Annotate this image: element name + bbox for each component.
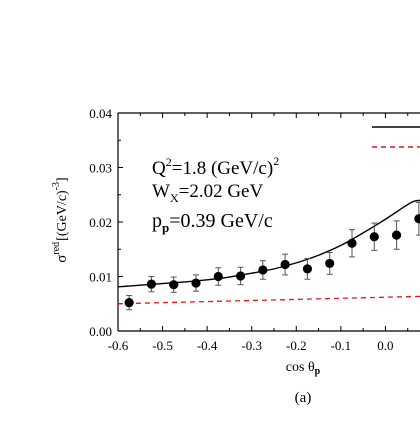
data-point bbox=[124, 298, 134, 308]
panel-label: (a) bbox=[295, 390, 312, 406]
y-tick-label: 0.01 bbox=[89, 270, 112, 285]
x-tick-label: 0.0 bbox=[377, 338, 393, 353]
annotation-q2: Q2=1.8 (GeV/c)2 bbox=[152, 154, 279, 179]
y-axis-label: σred[(GeV/c)-3] bbox=[51, 177, 70, 262]
data-point bbox=[414, 214, 420, 224]
x-tick-label: -0.1 bbox=[331, 338, 352, 353]
x-tick-labels: -0.6-0.5-0.4-0.3-0.2-0.10.00. bbox=[108, 338, 394, 353]
data-point bbox=[302, 264, 313, 274]
x-tick-label: -0.4 bbox=[197, 338, 218, 353]
x-tick-label: -0.6 bbox=[108, 338, 129, 353]
y-tick-label: 0.02 bbox=[89, 215, 112, 230]
x-tick-label: -0.3 bbox=[241, 338, 262, 353]
x-axis-label: cos θp bbox=[286, 360, 321, 377]
annotation-pp: pp=0.39 GeV/c bbox=[152, 210, 273, 235]
data-point bbox=[258, 265, 268, 275]
annotation-wx: WX=2.02 GeV bbox=[152, 181, 263, 205]
legend bbox=[372, 126, 420, 148]
x-tick-label: -0.2 bbox=[286, 338, 307, 353]
data-point bbox=[169, 280, 179, 290]
y-tick-label: 0.00 bbox=[89, 324, 112, 339]
data-point bbox=[325, 258, 335, 269]
data-point bbox=[347, 238, 357, 248]
data-point bbox=[280, 259, 290, 270]
data-point bbox=[235, 271, 246, 281]
y-tick-labels: 0.00 0.01 0.02 0.03 0.04 bbox=[89, 106, 112, 339]
data-point bbox=[391, 230, 402, 240]
tick-marks bbox=[117, 112, 409, 332]
data-point bbox=[191, 278, 201, 288]
x-tick-label: -0.5 bbox=[152, 338, 173, 353]
dashed-model-curve bbox=[118, 295, 420, 305]
data-point bbox=[213, 271, 223, 282]
data-point bbox=[369, 232, 379, 242]
data-point bbox=[146, 279, 157, 289]
data-points bbox=[124, 201, 420, 311]
y-tick-label: 0.03 bbox=[89, 161, 112, 176]
y-tick-label: 0.04 bbox=[89, 106, 112, 121]
